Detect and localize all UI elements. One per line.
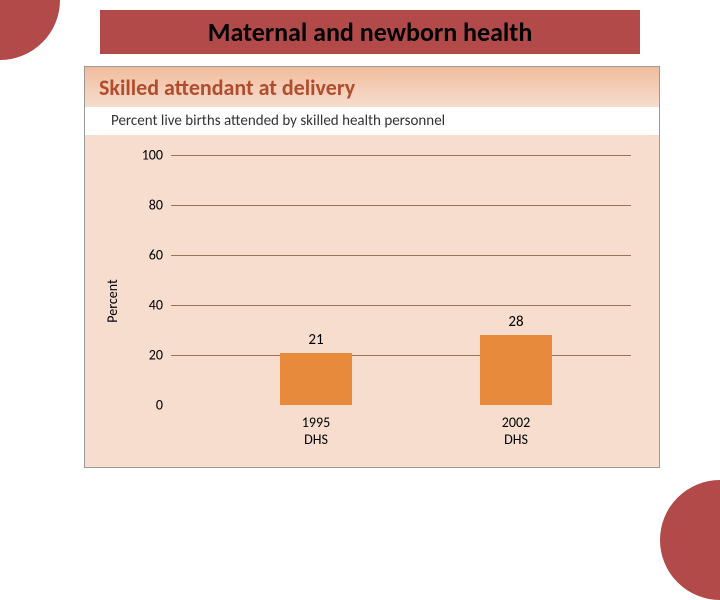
chart-title-bar: Skilled attendant at delivery	[85, 67, 659, 107]
chart-subtitle: Percent live births attended by skilled …	[111, 112, 445, 130]
y-tick-label: 0	[156, 397, 171, 414]
grid-line	[171, 205, 631, 206]
y-tick-label: 20	[149, 347, 171, 364]
bar: 21	[280, 353, 352, 406]
corner-decoration-br	[660, 480, 720, 600]
y-tick-label: 40	[149, 297, 171, 314]
plot: 020406080100211995DHS282002DHS	[171, 155, 631, 405]
chart-title: Skilled attendant at delivery	[99, 74, 355, 101]
bar-value-label: 21	[280, 331, 352, 353]
x-tick-label: 2002DHS	[466, 405, 566, 449]
y-tick-label: 80	[149, 197, 171, 214]
chart-plot-area: Percent 020406080100211995DHS282002DHS	[85, 135, 659, 467]
x-tick-label: 1995DHS	[266, 405, 366, 449]
grid-line	[171, 255, 631, 256]
corner-decoration-tl	[0, 0, 60, 60]
grid-line	[171, 305, 631, 306]
chart-subtitle-bar: Percent live births attended by skilled …	[85, 107, 659, 135]
bar-value-label: 28	[480, 313, 552, 335]
grid-line	[171, 355, 631, 356]
slide-title: Maternal and newborn health	[208, 16, 533, 48]
bar: 28	[480, 335, 552, 405]
slide-title-bar: Maternal and newborn health	[100, 10, 640, 54]
y-axis-label: Percent	[104, 279, 121, 322]
chart-card: Skilled attendant at delivery Percent li…	[84, 66, 660, 468]
slide: Maternal and newborn health Skilled atte…	[0, 0, 720, 540]
y-tick-label: 100	[142, 147, 171, 164]
grid-line	[171, 155, 631, 156]
y-tick-label: 60	[149, 247, 171, 264]
